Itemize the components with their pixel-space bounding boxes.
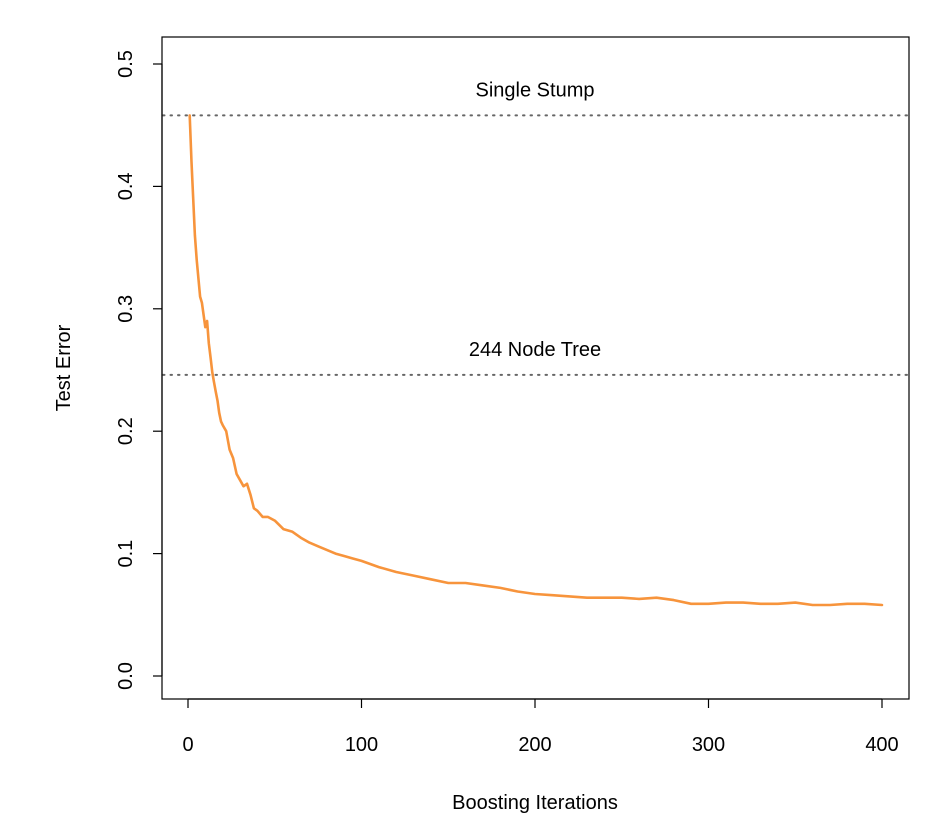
reference-line-label: 244 Node Tree — [469, 339, 601, 361]
reference-line-label: Single Stump — [476, 79, 595, 101]
reference-lines: Single Stump 244 Node Tree — [162, 79, 909, 376]
series-layer — [188, 114, 884, 607]
y-axis-title: Test Error — [53, 324, 75, 411]
x-tick-label: 300 — [692, 734, 725, 756]
series-line — [188, 114, 884, 607]
x-axis-title: Boosting Iterations — [452, 792, 618, 814]
y-tick-label: 0.2 — [115, 417, 137, 445]
x-tick-label: 400 — [865, 734, 898, 756]
y-tick-label: 0.4 — [115, 172, 137, 200]
plot-frame — [161, 36, 910, 700]
x-axis: 0 100 200 300 400 — [182, 698, 899, 756]
y-tick-label: 0.1 — [115, 540, 137, 568]
y-tick-label: 0.3 — [115, 295, 137, 323]
y-tick-label: 0.0 — [115, 662, 137, 690]
x-tick-label: 100 — [345, 734, 378, 756]
y-axis: 0.0 0.1 0.2 0.3 0.4 0.5 — [115, 50, 163, 690]
x-tick-label: 200 — [518, 734, 551, 756]
x-tick-label: 0 — [182, 734, 193, 756]
y-tick-label: 0.5 — [115, 50, 137, 78]
